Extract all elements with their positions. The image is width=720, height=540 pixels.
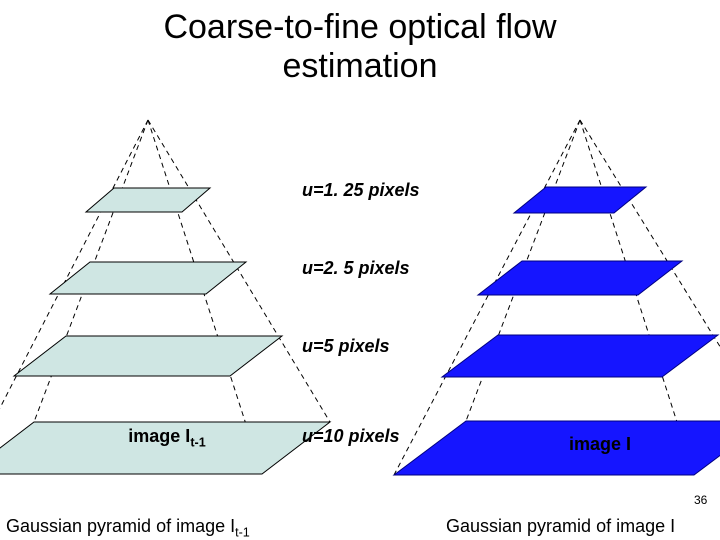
caption-right: Gaussian pyramid of image I xyxy=(446,516,675,537)
title-line-2: estimation xyxy=(283,47,438,85)
right-pyramid-inside-label: image I xyxy=(540,434,660,455)
left-pyramid-inside-label: image It-1 xyxy=(97,426,237,450)
slide-number: 36 xyxy=(694,493,707,507)
level-label-1: u=2. 5 pixels xyxy=(302,258,410,279)
title-line-1: Coarse-to-fine optical flow xyxy=(163,8,556,46)
caption-left: Gaussian pyramid of image It-1 xyxy=(6,516,250,540)
level-label-0: u=1. 25 pixels xyxy=(302,180,420,201)
level-label-2: u=5 pixels xyxy=(302,336,390,357)
slide-title: Coarse-to-fine optical flow estimation xyxy=(0,8,720,86)
level-label-3: u=10 pixels xyxy=(302,426,400,447)
